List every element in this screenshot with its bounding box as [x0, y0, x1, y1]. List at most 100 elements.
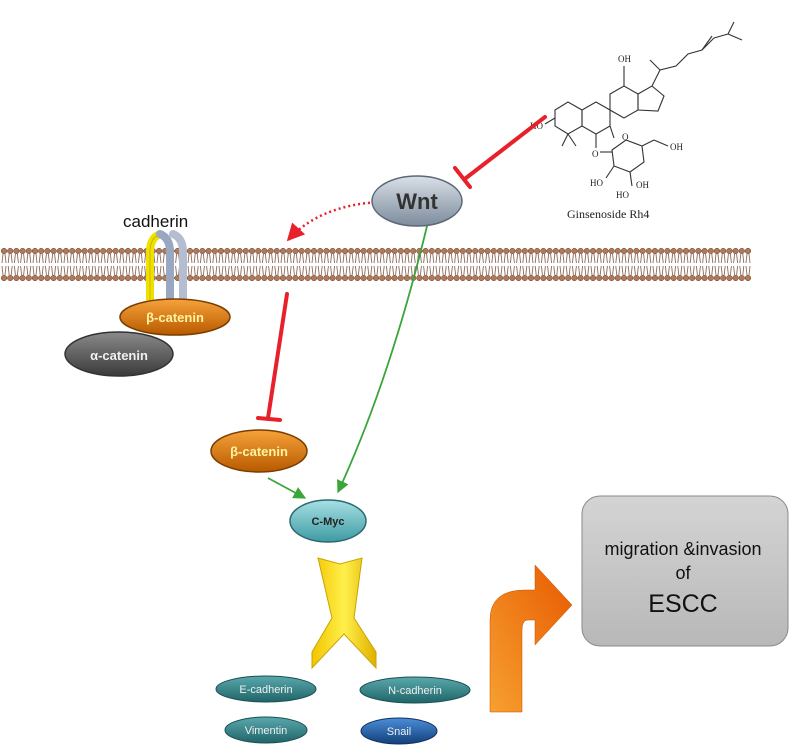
lipid: [364, 253, 367, 264]
lipid: [382, 253, 385, 264]
lipid: [62, 247, 70, 255]
lipid: [720, 265, 723, 276]
outcome-line-3: ESCC: [648, 590, 717, 618]
lipid: [680, 253, 683, 264]
lipid: [503, 253, 506, 264]
lipid: [187, 265, 190, 276]
lipid: [565, 247, 572, 255]
lipid: [521, 274, 528, 282]
lipid: [292, 253, 295, 264]
lipid: [633, 274, 640, 282]
lipid: [466, 265, 469, 276]
lipid: [85, 253, 88, 264]
lipid: [428, 274, 435, 282]
lipid: [388, 265, 391, 276]
lipid: [506, 265, 509, 276]
lipid: [552, 274, 559, 282]
lipid: [527, 247, 535, 255]
lipid: [100, 274, 107, 282]
lipid: [571, 265, 574, 276]
lipid: [217, 274, 225, 282]
lipid: [190, 253, 193, 264]
lipid: [732, 247, 739, 255]
lipid: [310, 274, 318, 282]
lipid: [258, 253, 261, 264]
lipid: [339, 265, 342, 276]
lipid: [261, 274, 268, 282]
lipid: [240, 265, 243, 276]
lipid: [500, 253, 503, 264]
compound-name: Ginsenoside Rh4: [567, 207, 649, 221]
lipid: [140, 253, 143, 264]
lipid: [91, 265, 94, 276]
lipid: [463, 253, 466, 264]
lipid: [63, 265, 66, 276]
lipid: [432, 253, 435, 264]
lipid: [122, 253, 125, 264]
lipid: [550, 253, 553, 264]
lipid: [692, 265, 695, 276]
cmyc-label: C-Myc: [311, 516, 344, 528]
lipid: [485, 253, 488, 264]
lipid: [559, 265, 562, 276]
lipid: [465, 247, 473, 255]
lipid: [354, 247, 361, 255]
lipid: [317, 253, 320, 264]
wnt-label: Wnt: [396, 189, 438, 214]
lipid: [583, 274, 590, 282]
lipid: [56, 247, 63, 255]
lipid: [348, 265, 351, 276]
lipid: [522, 265, 525, 276]
lipid: [478, 253, 481, 264]
lipid: [243, 253, 246, 264]
lipid: [398, 265, 401, 276]
lipid: [605, 265, 608, 276]
lipid: [692, 253, 695, 264]
lipid: [243, 265, 246, 276]
lipid: [624, 253, 627, 264]
lipid: [404, 265, 407, 276]
lipid: [720, 274, 727, 282]
lipid: [503, 265, 506, 276]
lipid: [205, 247, 212, 255]
lipid: [646, 265, 649, 276]
lipid: [559, 253, 562, 264]
lipid: [444, 265, 447, 276]
lipid: [490, 247, 497, 255]
lipid: [66, 265, 69, 276]
lipid: [713, 274, 721, 282]
lipid: [608, 274, 615, 282]
lipid: [248, 274, 256, 282]
lipid: [221, 253, 224, 264]
outcome-line-1: migration &invasion: [604, 539, 761, 559]
n-cadherin-label: N-cadherin: [388, 685, 442, 697]
lipid: [342, 265, 345, 276]
lipid: [125, 265, 128, 276]
lipid: [621, 253, 624, 264]
lipid: [370, 265, 373, 276]
lipid: [131, 247, 138, 255]
lipid: [267, 247, 274, 255]
lipid: [75, 247, 82, 255]
lipid: [10, 265, 13, 276]
lipid: [527, 274, 535, 282]
lipid: [252, 265, 255, 276]
lipid: [25, 247, 32, 255]
lipid: [509, 265, 512, 276]
lipid: [1, 265, 4, 276]
lipid: [112, 274, 119, 282]
lipid: [562, 253, 565, 264]
lipid: [286, 253, 289, 264]
lipid: [403, 274, 411, 282]
lipid: [224, 253, 227, 264]
lipid: [131, 265, 134, 276]
lipid: [308, 265, 311, 276]
lipid: [674, 265, 677, 276]
lipid: [304, 274, 311, 282]
lipid: [230, 265, 233, 276]
lipid: [729, 253, 732, 264]
lipid: [227, 253, 230, 264]
lipid: [589, 274, 597, 282]
atom-label: HO: [590, 178, 603, 188]
lipid: [404, 253, 407, 264]
